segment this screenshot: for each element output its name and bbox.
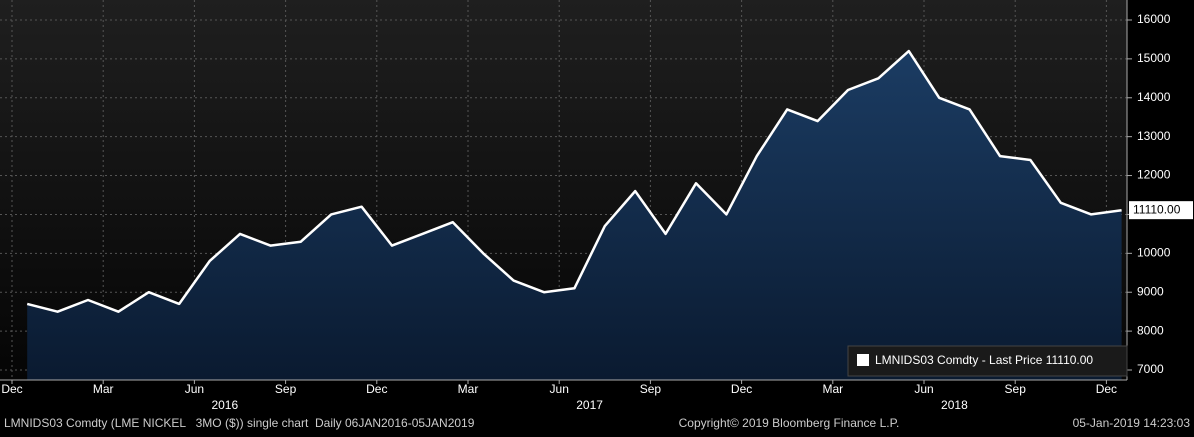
x-tick-label: Jun: [185, 382, 204, 396]
footer-center: Copyright© 2019 Bloomberg Finance L.P.: [679, 416, 900, 430]
x-tick-label: Sep: [275, 382, 297, 396]
x-tick-label: Mar: [822, 382, 843, 396]
x-tick-label: Sep: [1005, 382, 1027, 396]
price-line: [26, 49, 1122, 313]
x-tick-label: Jun: [550, 382, 569, 396]
y-tick-label: 7000: [1137, 362, 1164, 376]
y-tick-label: 12000: [1137, 168, 1171, 182]
year-label: 2017: [576, 398, 603, 412]
legend-swatch: [857, 354, 869, 366]
x-tick-label: Dec: [731, 382, 752, 396]
y-tick-label: 16000: [1137, 12, 1171, 26]
x-tick-label: Dec: [1096, 382, 1117, 396]
x-tick-label: Jun: [914, 382, 933, 396]
footer-right: 05-Jan-2019 14:23:03: [1073, 416, 1191, 430]
legend-label: LMNIDS03 Comdty - Last Price 11110.00: [875, 353, 1093, 367]
y-tick-label: 15000: [1137, 51, 1171, 65]
year-label: 2016: [211, 398, 238, 412]
x-tick-label: Sep: [640, 382, 662, 396]
y-tick-label: 8000: [1137, 323, 1164, 337]
x-tick-label: Mar: [93, 382, 114, 396]
y-tick-label: 14000: [1137, 90, 1171, 104]
y-tick-label: 9000: [1137, 284, 1164, 298]
x-tick-label: Dec: [1, 382, 22, 396]
x-tick-label: Dec: [366, 382, 387, 396]
x-tick-label: Mar: [458, 382, 479, 396]
y-tick-label: 10000: [1137, 246, 1171, 260]
last-price-label: 11110.00: [1133, 202, 1181, 216]
year-label: 2018: [941, 398, 968, 412]
area-fill: [27, 51, 1122, 380]
last-price-box: [1129, 201, 1193, 220]
footer-left: LMNIDS03 Comdty (LME NICKEL 3MO ($)) sin…: [4, 416, 475, 430]
y-tick-label: 13000: [1137, 129, 1171, 143]
legend-box: [847, 345, 1128, 377]
